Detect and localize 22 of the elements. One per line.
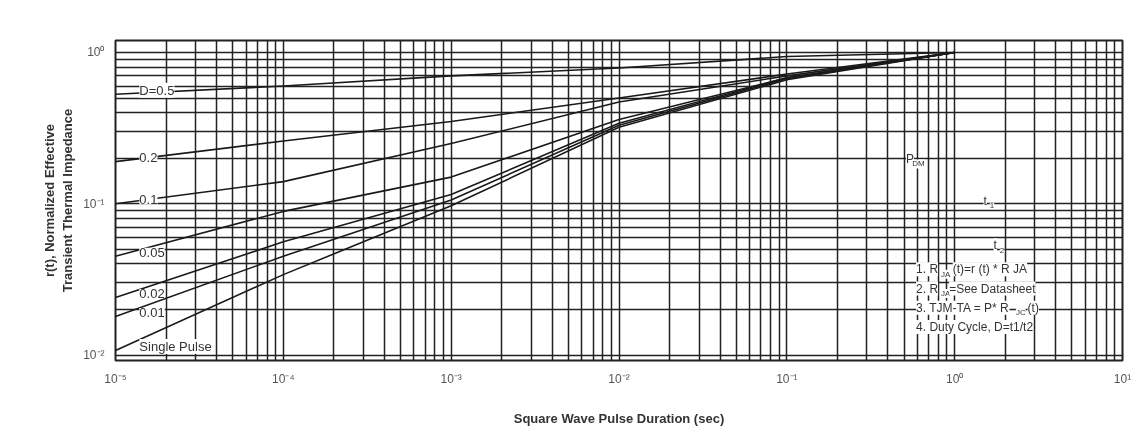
x-tick-label: 10⁰ [945, 371, 964, 386]
x-tick-label: 10⁻⁴ [272, 371, 295, 386]
x-tick-label: 10⁻³ [440, 371, 462, 386]
series-label: 0.02 [139, 286, 165, 302]
series-label: 0.01 [139, 304, 165, 320]
x-tick-label: 10⁻⁵ [104, 371, 127, 386]
annotation: t2 [993, 238, 1005, 255]
y-tick-label: 10⁻¹ [83, 196, 105, 211]
series-label: 0.2 [139, 150, 158, 166]
x-tick-label: 10⁻² [608, 371, 630, 386]
x-tick-label: 10¹ [1113, 371, 1132, 386]
annotation: t1 [983, 193, 995, 210]
series-label: Single Pulse [139, 339, 212, 355]
annotation: 4. Duty Cycle, D=t1/t2 [916, 319, 1034, 334]
y-tick-label: 10⁰ [87, 45, 105, 60]
x-tick-label: 10⁻¹ [776, 371, 798, 386]
series-label: 0.05 [139, 244, 165, 260]
y-tick-label: 10⁻² [83, 348, 105, 363]
x-axis-title: Square Wave Pulse Duration (sec) [513, 410, 725, 426]
series-label: D=0.5 [139, 82, 175, 98]
y-axis-title: r(t), Normalized Effective Transient Thermal Impedance [42, 108, 76, 293]
series-label: 0.1 [139, 192, 158, 208]
